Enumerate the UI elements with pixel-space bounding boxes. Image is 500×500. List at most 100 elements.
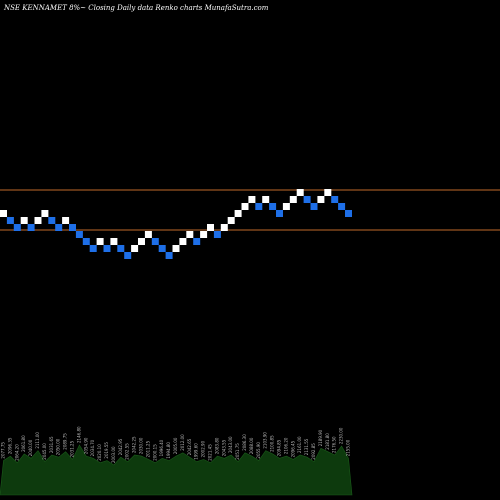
volume-value-label: 1999.60 xyxy=(194,443,199,460)
volume-value-label: 2012.00 xyxy=(180,434,185,451)
volume-value-label: 2189.90 xyxy=(318,429,323,446)
renko-brick-up xyxy=(172,245,180,252)
volume-value-label: 2088.00 xyxy=(249,437,254,454)
volume-value-label: 2094.85 xyxy=(277,439,282,456)
renko-brick-down xyxy=(269,203,277,210)
renko-brick-down xyxy=(276,210,283,217)
volume-value-label: 2096.35 xyxy=(7,437,12,454)
volume-value-label: 2002.55 xyxy=(125,443,130,460)
volume-value-label: 2103.90 xyxy=(263,432,268,449)
renko-brick-down xyxy=(151,238,159,245)
renko-brick-down xyxy=(117,245,125,252)
volume-value-label: 1994.80 xyxy=(166,442,171,459)
volume-value-label: 2043.00 xyxy=(228,436,233,453)
volume-value-label: 2045.00 xyxy=(42,443,47,460)
renko-brick-up xyxy=(110,238,118,245)
renko-brick-down xyxy=(213,231,221,238)
renko-brick-up xyxy=(200,231,208,238)
renko-brick-up xyxy=(234,210,242,217)
renko-brick-down xyxy=(310,203,318,210)
renko-brick-up xyxy=(144,231,152,238)
volume-value-label: 2051.75 xyxy=(235,443,240,460)
volume-value-label: 2096.45 xyxy=(290,440,295,457)
volume-value-label: 2111.00 xyxy=(35,432,40,449)
volume-value-label: 2002.90 xyxy=(201,440,206,457)
volume-value-label: 2181.80 xyxy=(325,433,330,450)
renko-brick-up xyxy=(138,238,145,245)
volume-value-label: 2030.00 xyxy=(139,437,144,454)
renko-brick-up xyxy=(96,238,104,245)
volume-value-label: 2161.00 xyxy=(297,436,302,453)
renko-brick-down xyxy=(193,238,201,245)
volume-value-label: 2005.00 xyxy=(173,437,178,454)
volume-value-label: 2055.90 xyxy=(256,442,261,459)
renko-brick-up xyxy=(34,217,42,224)
renko-brick-down xyxy=(124,252,132,259)
renko-brick-up xyxy=(131,245,139,252)
renko-brick-up xyxy=(248,196,256,203)
renko-brick-up xyxy=(186,231,194,238)
volume-value-label: 2034.70 xyxy=(90,439,95,456)
renko-brick-down xyxy=(158,245,166,252)
volume-value-label: 2000.15 xyxy=(152,444,157,461)
reference-lines xyxy=(0,189,500,231)
volume-value-label: 2230.00 xyxy=(339,427,344,444)
renko-brick-up xyxy=(262,196,270,203)
volume-value-label: 2031.65 xyxy=(49,436,54,453)
volume-value-label: 2083.80 xyxy=(214,437,219,454)
volume-value-label: 2106.20 xyxy=(283,437,288,454)
volume-value-label: 2031.25 xyxy=(70,440,75,457)
renko-brick-up xyxy=(289,196,297,203)
renko-brick-up xyxy=(324,189,332,196)
volume-value-label: 2042.65 xyxy=(187,438,192,455)
volume-value-label: 2089.75 xyxy=(63,433,68,450)
volume-value-label: 2043.55 xyxy=(221,439,226,456)
volume-value-label: 2092.85 xyxy=(311,443,316,460)
volume-value-label: 2040.00 xyxy=(28,439,33,456)
renko-brick-down xyxy=(165,252,173,259)
renko-brick-up xyxy=(179,238,187,245)
renko-brick-down xyxy=(6,217,14,224)
renko-brick-up xyxy=(0,210,7,217)
renko-brick-down xyxy=(48,217,56,224)
renko-brick-down xyxy=(331,196,339,203)
renko-brick-down xyxy=(338,203,346,210)
renko-brick-up xyxy=(20,217,28,224)
volume-value-label: 2021.45 xyxy=(208,444,213,461)
renko-brick-down xyxy=(69,224,76,231)
renko-bricks xyxy=(0,189,352,259)
volume-value-label: 2064.20 xyxy=(14,444,19,461)
volume-value-label: 2155.00 xyxy=(346,439,351,456)
volume-value-label: 1996.40 xyxy=(159,439,164,456)
renko-brick-down xyxy=(89,245,97,252)
volume-value-label: 2131.55 xyxy=(304,438,309,455)
volume-value-label: 2077.75 xyxy=(1,442,6,459)
renko-brick-up xyxy=(227,217,235,224)
volume-series xyxy=(0,444,353,496)
renko-brick-down xyxy=(13,224,21,231)
volume-value-label: 2042.95 xyxy=(118,438,123,455)
renko-brick-down xyxy=(303,196,311,203)
renko-brick-down xyxy=(255,203,263,210)
renko-brick-up xyxy=(41,210,49,217)
renko-brick-down xyxy=(75,231,83,238)
renko-brick-up xyxy=(296,189,304,196)
volume-value-label: 2086.30 xyxy=(242,434,247,451)
renko-brick-up xyxy=(241,203,249,210)
volume-value-label: 2146.80 xyxy=(76,426,81,443)
volume-value-label: 2020.10 xyxy=(97,444,102,461)
renko-brick-down xyxy=(27,224,35,231)
renko-brick-down xyxy=(82,238,90,245)
volume-value-label: 2100.85 xyxy=(270,435,275,452)
renko-brick-up xyxy=(62,217,70,224)
volume-value-label: 2061.80 xyxy=(21,435,26,452)
renko-brick-up xyxy=(317,196,325,203)
volume-value-label: 2003.00 xyxy=(111,446,116,463)
volume-value-label: 2176.50 xyxy=(332,436,337,453)
volume-area xyxy=(0,444,353,496)
renko-brick-up xyxy=(220,224,228,231)
renko-brick-down xyxy=(55,224,63,231)
